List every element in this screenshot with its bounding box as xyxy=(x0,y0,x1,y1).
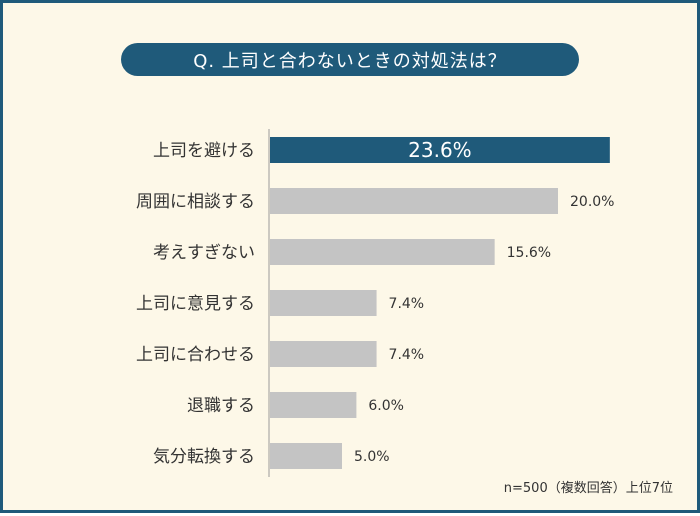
bar xyxy=(270,239,495,265)
footnote: n=500（複数回答）上位7位 xyxy=(503,481,673,496)
data-label: 6.0% xyxy=(368,398,404,414)
category-label: 上司に意見する xyxy=(136,294,255,314)
data-label: 20.0% xyxy=(570,194,614,210)
category-label: 考えすぎない xyxy=(153,243,255,263)
data-label: 5.0% xyxy=(354,449,390,465)
data-label: 7.4% xyxy=(389,347,425,363)
bar-chart: 上司を避ける 23.6% 周囲に相談する 20.0% 考えすぎない 15.6% 上司に意見す… xyxy=(136,129,614,477)
category-label: 周囲に相談する xyxy=(136,192,255,212)
bar xyxy=(270,290,377,316)
data-label: 23.6% xyxy=(408,138,472,162)
category-label: 退職する xyxy=(187,396,255,416)
highlight-bar xyxy=(270,137,610,163)
bar xyxy=(270,341,377,367)
category-label: 上司を避ける xyxy=(153,141,255,161)
chart-title: Q. 上司と合わないときの対処法は？ xyxy=(121,43,579,76)
bar xyxy=(270,392,357,418)
category-label: 上司に合わせる xyxy=(136,345,255,365)
data-label: 15.6% xyxy=(507,245,551,261)
bar xyxy=(270,188,558,214)
data-label: 7.4% xyxy=(389,296,425,312)
bar xyxy=(270,443,342,469)
category-label: 気分転換する xyxy=(153,447,255,467)
